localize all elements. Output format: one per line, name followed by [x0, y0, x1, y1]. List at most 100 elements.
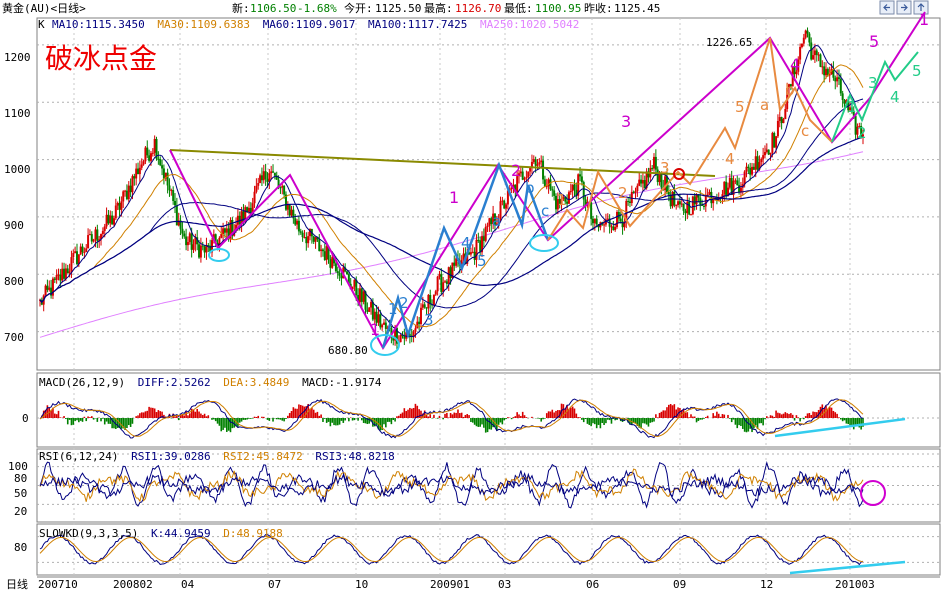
- candle-body: [236, 215, 239, 225]
- candle-body: [105, 214, 108, 227]
- candle-body: [628, 201, 631, 204]
- candle-body: [77, 254, 80, 265]
- candle-body: [421, 304, 424, 308]
- candle-body: [53, 278, 56, 280]
- chart-title-overlay: 破冰点金: [45, 42, 157, 75]
- candle-body: [74, 251, 77, 254]
- macd-dea-line: [39, 399, 864, 438]
- candle-body: [630, 191, 633, 204]
- candle-body: [292, 209, 295, 219]
- candle-body: [305, 237, 308, 244]
- candle-body: [55, 275, 58, 280]
- blue-wave-label-4: 4: [461, 234, 471, 252]
- candle-body: [423, 304, 426, 308]
- candle-body: [826, 68, 829, 76]
- candle-body: [416, 321, 419, 329]
- green-wave-label-5: 5: [912, 62, 922, 80]
- cyan-ellipse-1: [208, 248, 230, 262]
- candle-body: [802, 37, 805, 44]
- candle-body: [307, 236, 310, 244]
- candle-body: [582, 182, 585, 200]
- candle-body: [257, 183, 260, 186]
- ma30-line: [39, 64, 864, 328]
- candle-body: [377, 314, 380, 323]
- candle-body: [492, 213, 495, 225]
- candle-body: [841, 93, 844, 100]
- candle-body: [751, 166, 754, 175]
- candle-body: [473, 251, 476, 260]
- candle-body: [83, 252, 86, 254]
- candle-body: [223, 228, 226, 233]
- candle-body: [484, 226, 487, 241]
- candle-body: [542, 160, 545, 180]
- candle-body: [336, 271, 339, 273]
- candle-body: [813, 50, 816, 56]
- moving-averages: [39, 44, 864, 338]
- candle-body: [312, 236, 315, 242]
- candle-body: [806, 30, 809, 34]
- candle-body: [50, 287, 53, 296]
- candle-body: [90, 234, 93, 242]
- green-wave-line: [831, 51, 919, 143]
- orange-wave-label-b: b: [785, 81, 795, 99]
- candle-body: [362, 291, 365, 302]
- red-circle-marker: [673, 168, 685, 180]
- low-label: 最低:: [504, 2, 533, 15]
- macd-panel-frame: [36, 372, 941, 448]
- candle-body: [277, 179, 280, 188]
- candle-body: [653, 156, 656, 169]
- candle-body: [301, 232, 304, 238]
- candle-body: [516, 176, 519, 193]
- candle-body: [606, 218, 609, 220]
- rsi3-line: [39, 472, 864, 498]
- candle-body: [747, 166, 750, 168]
- candle-body: [579, 174, 582, 177]
- candle-body: [249, 207, 252, 214]
- candle-body: [46, 285, 49, 290]
- candle-body: [584, 199, 587, 206]
- candle-body: [225, 228, 228, 233]
- rsi-y-tick-80: 80: [14, 472, 27, 485]
- candle-body: [623, 222, 626, 228]
- candle-body: [632, 191, 635, 193]
- magenta-wave-label-top-1: 1: [919, 10, 929, 29]
- blue-wave-label-3: 3: [424, 311, 434, 329]
- candle-body: [636, 185, 639, 192]
- candle-body: [57, 274, 60, 276]
- candle-body: [72, 253, 75, 258]
- candle-body: [725, 181, 728, 197]
- macd-divergence-line: [774, 417, 906, 438]
- candle-body: [137, 168, 140, 175]
- blue-wave-label-c: c: [541, 202, 549, 220]
- arrow-right-icon[interactable]: [896, 0, 912, 15]
- candle-body: [299, 231, 302, 233]
- candle-body: [614, 226, 617, 231]
- blue-wave-label-5: 5: [477, 252, 487, 270]
- candle-body: [477, 239, 480, 241]
- candle-body: [320, 249, 323, 252]
- candle-body: [403, 336, 406, 339]
- candle-body: [247, 207, 250, 212]
- candle-body: [75, 251, 78, 265]
- candle-body: [527, 171, 530, 178]
- candle-body: [680, 203, 683, 205]
- orange-wave-label-2: 2: [618, 184, 628, 202]
- candle-body: [575, 189, 578, 196]
- candle-body: [142, 161, 145, 165]
- candle-body: [745, 166, 748, 172]
- arrow-up-icon[interactable]: [913, 0, 929, 15]
- candle-body: [571, 184, 574, 192]
- candle-body: [220, 234, 223, 238]
- candle-body: [862, 134, 864, 137]
- candle-body: [799, 46, 802, 60]
- candle-body: [209, 245, 212, 253]
- candle-body: [227, 228, 230, 240]
- candle-body: [185, 236, 188, 246]
- candle-body: [540, 160, 543, 163]
- candle-body: [103, 226, 106, 231]
- arrow-left-icon[interactable]: [879, 0, 895, 15]
- x-tick-200710: 200710: [38, 578, 78, 591]
- x-axis: 日线 200710 200802 04 07 10 200901 03 06 0…: [6, 577, 875, 591]
- candle-body: [795, 71, 798, 75]
